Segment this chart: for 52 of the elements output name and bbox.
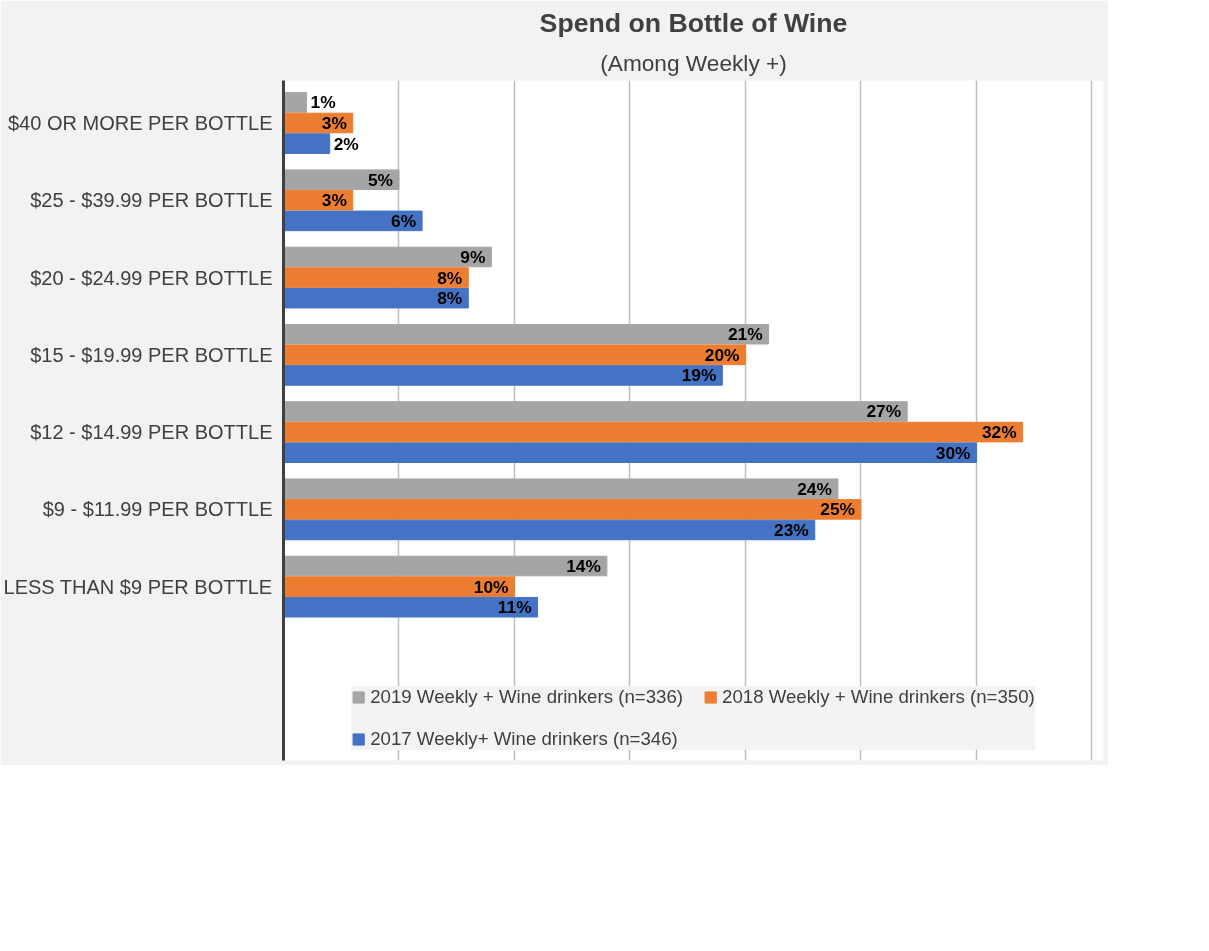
bar (283, 596, 539, 618)
data-label: 8% (437, 267, 463, 288)
y-tick-label: $15 - $19.99 PER BOTTLE (30, 343, 273, 366)
data-label: 30% (935, 442, 971, 463)
bar (283, 287, 469, 309)
bar (283, 499, 862, 520)
data-label: 25% (820, 499, 855, 520)
data-label: 11% (497, 597, 532, 618)
data-label: 27% (866, 401, 902, 422)
y-tick-label: $40 OR MORE PER BOTTLE (7, 112, 273, 134)
data-label: 3% (321, 113, 347, 133)
bar (283, 576, 515, 597)
chart-title: Spend on Bottle of Wine (539, 7, 848, 38)
data-label: 1% (310, 92, 336, 113)
data-label: 19% (681, 365, 717, 386)
bar (283, 92, 308, 113)
legend-label: 2019 Weekly + Wine drinkers (n=336) (370, 686, 683, 708)
bar (283, 555, 608, 577)
data-label: 32% (981, 422, 1017, 443)
y-tick-label: LESS THAN $9 PER BOTTLE (3, 575, 273, 598)
legend-label: 2017 Weekly+ Wine drinkers (n=346) (370, 728, 678, 750)
bar (283, 519, 816, 541)
bar (283, 267, 469, 288)
data-label: 21% (727, 324, 763, 345)
data-label: 9% (460, 246, 486, 267)
y-tick-label: $9 - $11.99 PER BOTTLE (42, 498, 273, 521)
data-label: 3% (321, 190, 347, 211)
y-tick-label: $20 - $24.99 PER BOTTLE (30, 266, 273, 289)
data-label: 23% (774, 519, 809, 540)
y-tick-label: $25 - $39.99 PER BOTTLE (30, 189, 273, 212)
legend-label: 2018 Weekly + Wine drinkers (n=350) (722, 686, 1035, 708)
bar (283, 210, 423, 232)
data-label: 20% (704, 344, 740, 365)
data-label: 24% (797, 478, 832, 499)
data-label: 5% (367, 169, 393, 190)
bar (283, 323, 770, 345)
data-label: 2% (333, 133, 359, 154)
bar (283, 169, 400, 190)
bar (283, 421, 1024, 443)
bar (283, 246, 492, 268)
chart-subtitle: (Among Weekly +) (600, 49, 787, 76)
bar (283, 365, 723, 386)
data-label: 6% (391, 210, 417, 231)
bar (283, 478, 839, 500)
bar (283, 401, 908, 422)
data-label: 8% (437, 288, 463, 309)
bar (283, 442, 977, 463)
data-label: 14% (566, 556, 601, 577)
y-tick-label: $12 - $14.99 PER BOTTLE (30, 421, 273, 444)
data-label: 10% (473, 576, 509, 597)
bar (283, 133, 331, 154)
bar (283, 344, 746, 366)
